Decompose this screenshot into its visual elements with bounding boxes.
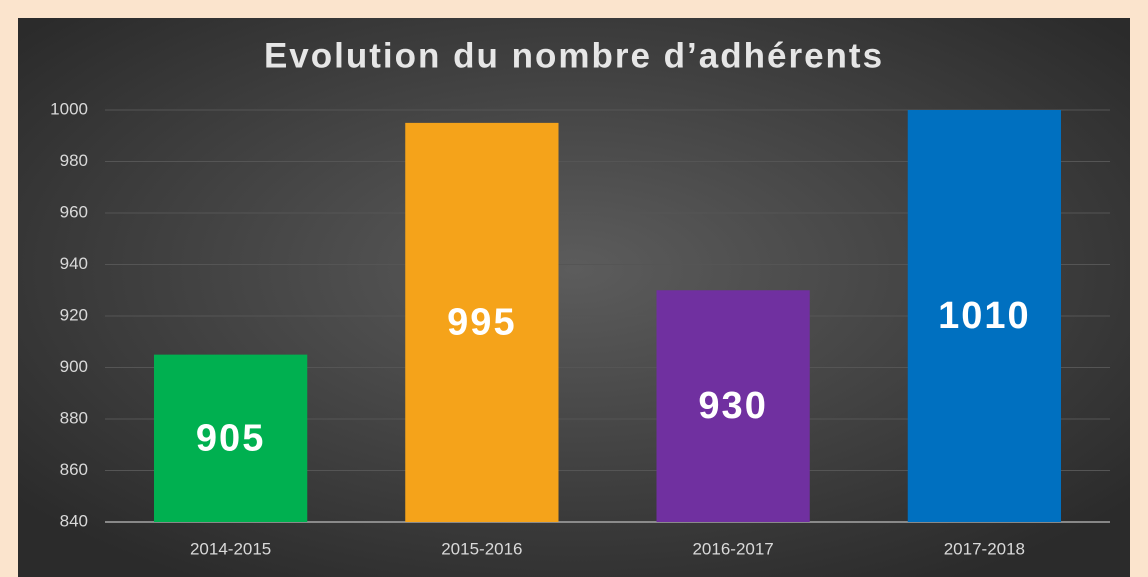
bar xyxy=(405,122,559,522)
y-tick-label: 1000 xyxy=(50,99,88,118)
data-label: 905 xyxy=(196,417,265,459)
y-tick-label: 920 xyxy=(60,305,88,324)
data-label: 995 xyxy=(447,301,516,343)
x-tick-label: 2016-2017 xyxy=(692,539,773,558)
y-tick-label: 860 xyxy=(60,460,88,479)
x-tick-label: 2017-2018 xyxy=(944,539,1025,558)
y-tick-label: 880 xyxy=(60,408,88,427)
bar xyxy=(907,110,1062,522)
y-tick-label: 940 xyxy=(60,254,88,273)
chart-title: Evolution du nombre d’adhérents xyxy=(264,36,884,75)
data-label: 930 xyxy=(698,385,767,427)
x-tick-label: 2014-2015 xyxy=(190,539,271,558)
data-label: 1010 xyxy=(938,295,1031,337)
bar xyxy=(656,290,810,522)
bar xyxy=(153,354,308,522)
x-tick-label: 2015-2016 xyxy=(441,539,522,558)
y-tick-label: 960 xyxy=(60,202,88,221)
labels: 840 860 880 900 920 940 960 980 1000 2014-2015 905… xyxy=(50,99,1031,558)
bars xyxy=(153,110,1062,522)
y-tick-label: 840 xyxy=(60,511,88,530)
y-tick-label: 900 xyxy=(60,357,88,376)
y-tick-label: 980 xyxy=(60,151,88,170)
